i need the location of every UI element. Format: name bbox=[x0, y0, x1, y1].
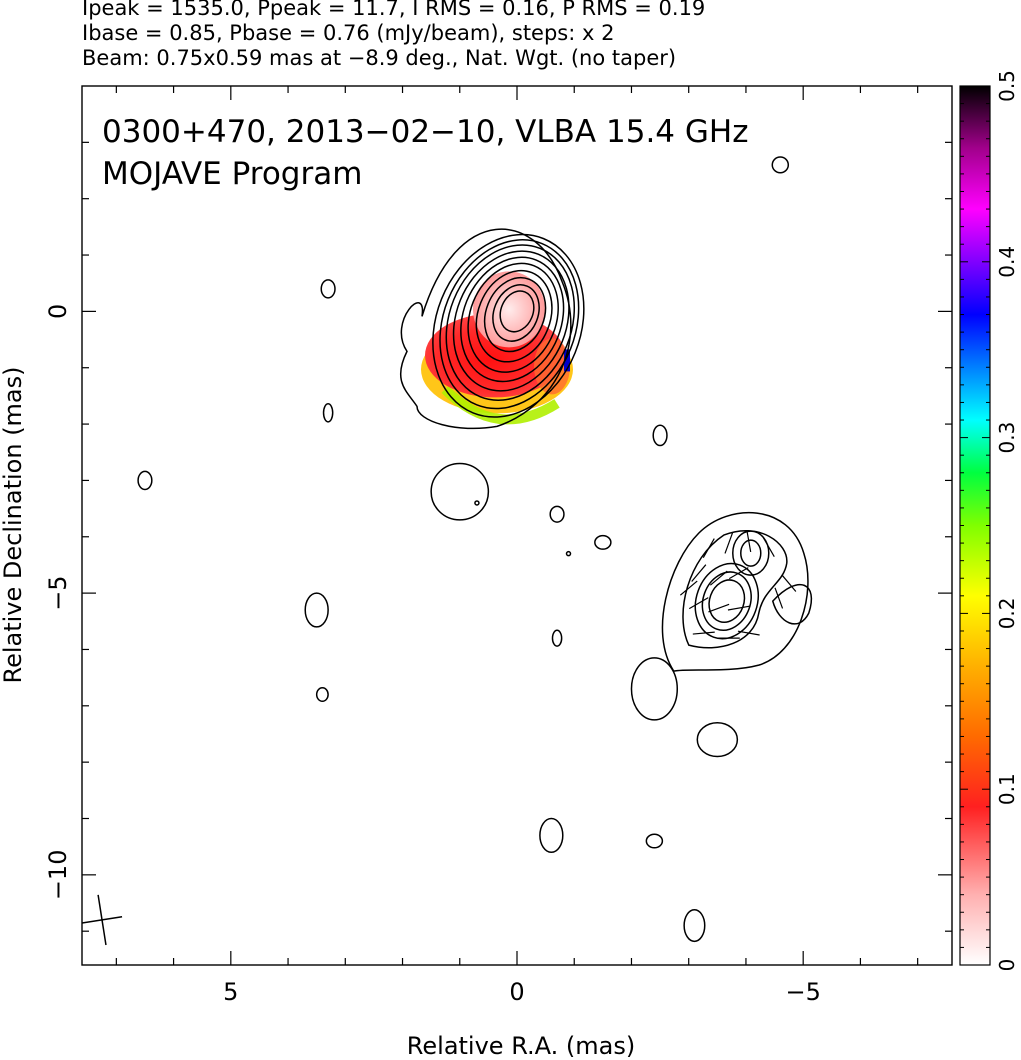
pol-fraction-edge-blue bbox=[564, 349, 570, 372]
evpa-tick bbox=[728, 567, 749, 580]
noise-contour bbox=[645, 833, 664, 849]
noise-contour bbox=[630, 657, 679, 721]
colorbar-tick-label: 0.1 bbox=[995, 773, 1019, 805]
pol-fraction-edge-green bbox=[441, 385, 560, 425]
colorbar-tick-label: 0.2 bbox=[995, 597, 1019, 629]
total-intensity-contour bbox=[432, 233, 585, 418]
jet-contour bbox=[682, 529, 788, 649]
noise-contour bbox=[474, 500, 480, 506]
x-tick-label: 0 bbox=[509, 978, 524, 1006]
noise-contour bbox=[696, 721, 739, 758]
pol-fraction-core-peak bbox=[473, 271, 545, 348]
evpa-tick bbox=[724, 532, 734, 554]
total-intensity-contour bbox=[492, 284, 540, 342]
colorbar bbox=[959, 85, 991, 966]
total-intensity-contour bbox=[460, 256, 565, 383]
colorbar-tick-label: 0.3 bbox=[995, 422, 1019, 454]
noise-contour bbox=[594, 534, 612, 550]
noise-contour bbox=[304, 592, 329, 628]
total-intensity-contour bbox=[475, 269, 553, 363]
total-intensity-contour-outer bbox=[399, 228, 572, 430]
evpa-tick bbox=[702, 538, 715, 558]
evpa-tick bbox=[691, 564, 707, 582]
evpa-tick bbox=[762, 537, 775, 557]
evpa-tick bbox=[692, 631, 715, 635]
x-tick-label: 5 bbox=[223, 978, 238, 1006]
colorbar-tick-label: 0.4 bbox=[995, 246, 1019, 278]
header-line-2: Ibase = 0.85, Pbase = 0.76 (mJy/beam), s… bbox=[82, 21, 615, 45]
colorbar-tick-label: 0.5 bbox=[995, 70, 1019, 102]
jet-contour-inner bbox=[701, 571, 752, 631]
total-intensity-contour bbox=[499, 290, 535, 333]
evpa-tick bbox=[708, 603, 730, 613]
evpa-tick bbox=[709, 570, 728, 586]
chart-subtitle: MOJAVE Program bbox=[102, 156, 362, 192]
noise-contour bbox=[315, 687, 329, 703]
noise-contour bbox=[771, 156, 790, 174]
image-layer bbox=[82, 156, 813, 946]
chart-title: 0300+470, 2013−02−10, VLBA 15.4 GHz bbox=[102, 114, 748, 150]
jet-contour-inner bbox=[694, 562, 759, 640]
noise-contour bbox=[652, 424, 668, 447]
jet-contour-knot bbox=[740, 539, 762, 567]
noise-contour bbox=[551, 629, 563, 647]
y-tick-label: −10 bbox=[44, 850, 72, 901]
noise-contour bbox=[320, 279, 336, 299]
evpa-tick bbox=[746, 530, 752, 553]
total-intensity-contour bbox=[445, 244, 576, 401]
noise-contour bbox=[565, 550, 572, 557]
jet-contour-knot bbox=[732, 530, 770, 576]
colorbar-ticks bbox=[960, 85, 990, 966]
noise-contour bbox=[137, 470, 153, 491]
plot-frame bbox=[81, 85, 953, 966]
y-tick-label: 0 bbox=[44, 304, 72, 319]
evpa-tick bbox=[781, 574, 797, 592]
evpa-tick bbox=[679, 580, 698, 596]
x-axis-label: Relative R.A. (mas) bbox=[407, 1032, 635, 1060]
y-axis-label: Relative Declination (mas) bbox=[0, 366, 27, 683]
total-intensity-contour bbox=[439, 239, 580, 410]
beam-minor-axis bbox=[82, 916, 123, 924]
header-line-3: Beam: 0.75x0.59 mas at −8.9 deg., Nat. W… bbox=[82, 46, 677, 70]
noise-contour bbox=[539, 817, 564, 854]
total-intensity-contour bbox=[452, 250, 570, 392]
evpa-tick bbox=[688, 597, 709, 610]
x-tick-labels: 5 0 −5 bbox=[223, 978, 821, 1006]
evpa-tick bbox=[737, 630, 760, 636]
noise-contour bbox=[322, 403, 334, 423]
noise-contour bbox=[683, 909, 706, 943]
noise-contour bbox=[549, 505, 565, 523]
jet-contour-outer bbox=[661, 511, 809, 672]
evpa-tick bbox=[727, 605, 750, 611]
evpa-tick bbox=[774, 587, 784, 609]
axis-ticks bbox=[82, 86, 952, 965]
colorbar-tick-label: 0 bbox=[995, 959, 1019, 972]
header-line-1: Ipeak = 1535.0, Ppeak = 11.7, I RMS = 0.… bbox=[82, 0, 706, 20]
x-tick-label: −5 bbox=[785, 978, 820, 1006]
colorbar-tick-labels: 0 0.1 0.2 0.3 0.4 0.5 bbox=[995, 70, 1019, 971]
noise-contour bbox=[430, 462, 490, 521]
y-tick-label: −5 bbox=[44, 575, 72, 610]
jet-contour-east bbox=[771, 583, 813, 625]
total-intensity-contour bbox=[483, 276, 547, 353]
y-tick-labels: 0 −5 −10 bbox=[44, 304, 72, 900]
total-intensity-contour bbox=[467, 262, 559, 373]
